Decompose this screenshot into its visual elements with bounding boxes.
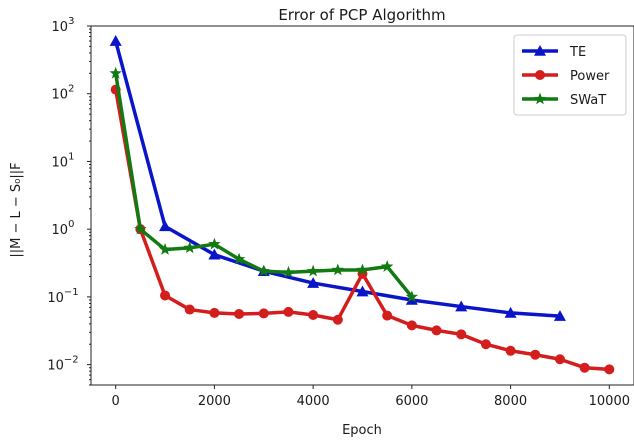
legend-label: TE xyxy=(569,45,586,60)
data-point xyxy=(356,285,369,297)
data-point xyxy=(331,263,344,276)
data-point xyxy=(505,345,516,356)
legend-label: Power xyxy=(570,69,610,84)
plot-frame xyxy=(90,25,634,386)
legend-marker xyxy=(535,70,545,80)
y-tick-label: 103 xyxy=(52,16,75,35)
chart-title: Error of PCP Algorithm xyxy=(278,6,445,24)
data-point xyxy=(356,263,369,276)
series-line-te xyxy=(113,40,561,318)
y-tick-label: 10−2 xyxy=(47,355,78,374)
data-point xyxy=(456,329,467,340)
data-point xyxy=(283,306,294,317)
data-point xyxy=(257,264,270,277)
data-point xyxy=(184,304,195,315)
data-point xyxy=(232,252,246,265)
plot-area xyxy=(90,25,634,386)
legend-entry-swat: SWaT xyxy=(522,92,606,108)
series-swat xyxy=(109,66,419,303)
data-point xyxy=(159,220,172,232)
data-point xyxy=(234,308,245,319)
series-te xyxy=(109,35,566,321)
legend-entry-te: TE xyxy=(522,45,586,60)
data-point xyxy=(308,310,319,321)
data-point xyxy=(160,290,171,301)
x-tick-label: 4000 xyxy=(297,394,330,409)
data-point xyxy=(455,300,468,312)
y-tick-label: 100 xyxy=(52,219,75,238)
data-point xyxy=(109,35,122,46)
data-point xyxy=(282,265,295,278)
data-point xyxy=(553,310,566,321)
data-point xyxy=(554,354,565,365)
data-point xyxy=(208,248,221,260)
data-point xyxy=(504,306,517,318)
data-point xyxy=(307,277,320,288)
legend-entry-power: Power xyxy=(522,69,610,84)
data-point xyxy=(579,362,590,373)
y-tick-label: 10−1 xyxy=(47,287,78,306)
legend-marker xyxy=(533,92,547,105)
data-point xyxy=(209,307,220,318)
y-tick-label: 102 xyxy=(52,84,75,103)
data-point xyxy=(406,320,417,331)
data-point xyxy=(183,241,196,254)
data-point xyxy=(405,290,419,303)
x-tick-label: 2000 xyxy=(198,394,231,409)
data-point xyxy=(530,349,541,360)
data-point xyxy=(382,310,393,321)
data-point xyxy=(431,325,442,336)
x-tick-label: 10000 xyxy=(589,394,630,409)
x-axis: 0 2000 4000 6000 8000 10000 xyxy=(112,385,630,409)
x-tick-label: 0 xyxy=(112,394,120,409)
data-point xyxy=(109,66,122,79)
data-point xyxy=(604,364,615,375)
series-line-power xyxy=(113,89,610,372)
x-axis-label: Epoch xyxy=(342,423,382,438)
series-layer xyxy=(109,35,615,375)
data-point xyxy=(208,237,221,250)
data-point xyxy=(158,243,172,255)
data-point xyxy=(134,222,147,235)
legend: TE Power SWaT xyxy=(513,34,627,116)
x-tick-label: 6000 xyxy=(395,394,428,409)
data-point xyxy=(381,260,394,272)
series-power xyxy=(110,84,615,375)
x-tick-label: 8000 xyxy=(494,394,527,409)
series-line-swat xyxy=(113,73,414,298)
legend-marker xyxy=(534,45,546,56)
data-point xyxy=(332,314,343,325)
data-point xyxy=(306,264,320,277)
data-point xyxy=(480,339,491,350)
y-tick-label: 101 xyxy=(52,151,75,170)
data-point xyxy=(258,308,269,319)
legend-label: SWaT xyxy=(570,93,606,108)
y-axis-label: ||M − L − S₀||F xyxy=(9,162,24,257)
y-axis: 10−2 10−1 100 101 102 103 xyxy=(47,16,91,386)
